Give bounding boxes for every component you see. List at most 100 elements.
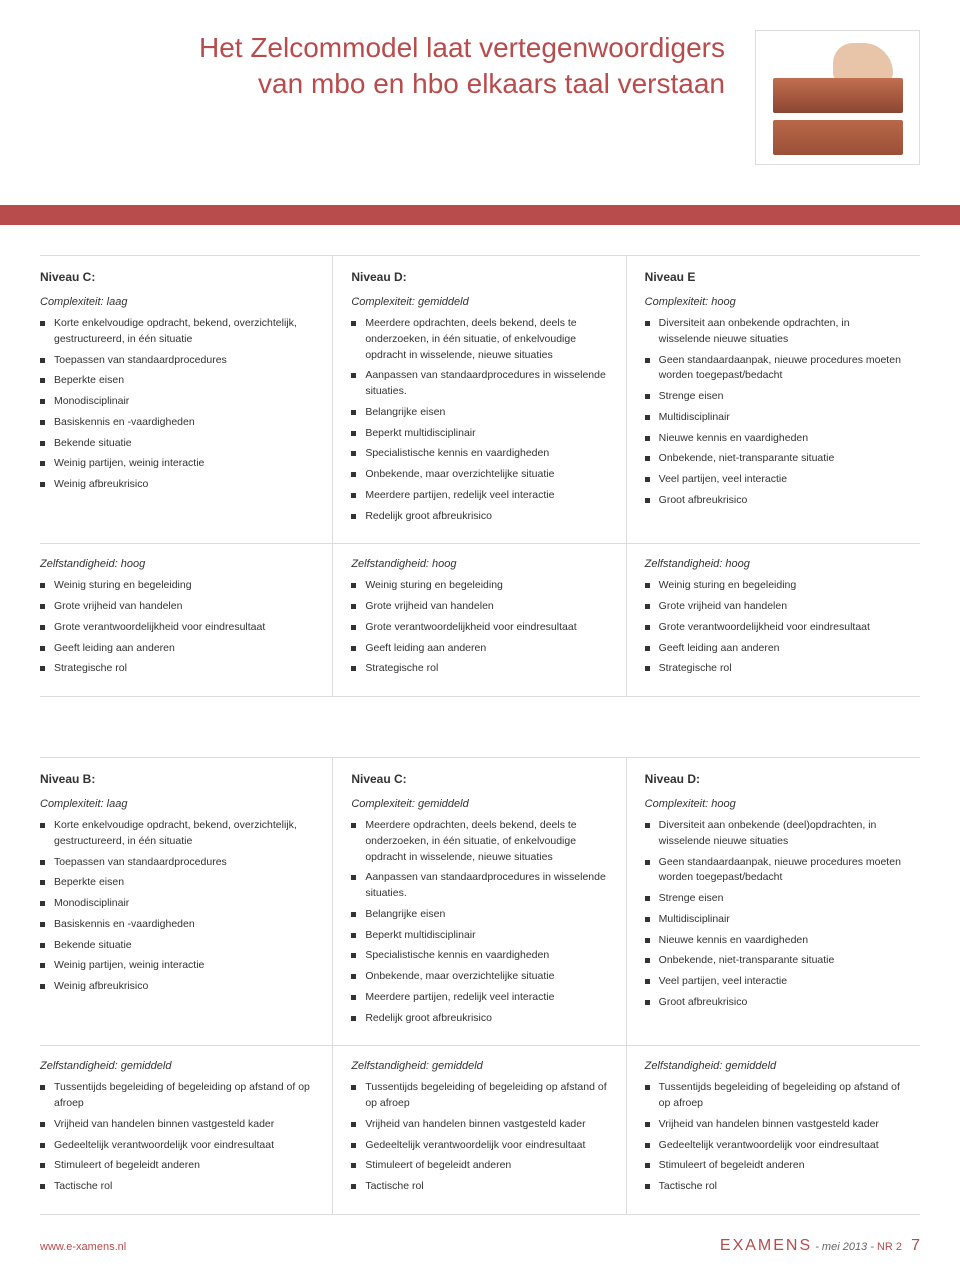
list-item: Aanpassen van standaardprocedures in wis… [351, 368, 607, 400]
bullet-list: Diversiteit aan onbekende (deel)opdracht… [645, 818, 902, 1011]
cell-c2: Niveau C: Complexiteit: gemiddeld Meerde… [333, 758, 626, 1045]
list-item: Stimuleert of begeleidt anderen [645, 1158, 902, 1174]
list-item: Aanpassen van standaardprocedures in wis… [351, 870, 607, 902]
bullet-list: Weinig sturing en begeleidingGrote vrijh… [645, 578, 902, 677]
complexity-label: Complexiteit: hoog [645, 798, 902, 810]
list-item: Nieuwe kennis en vaardigheden [645, 431, 902, 447]
col-header: Niveau C: [40, 270, 314, 284]
list-item: Strenge eisen [645, 891, 902, 907]
list-item: Specialistische kennis en vaardigheden [351, 446, 607, 462]
list-item: Weinig afbreukrisico [40, 477, 314, 493]
list-item: Strategische rol [40, 661, 314, 677]
list-item: Strenge eisen [645, 389, 902, 405]
complexity-label: Complexiteit: hoog [645, 296, 902, 308]
list-item: Tussentijds begeleiding of begeleiding o… [645, 1080, 902, 1112]
list-item: Weinig sturing en begeleiding [351, 578, 607, 594]
title-line-2: van mbo en hbo elkaars taal verstaan [258, 68, 725, 99]
list-item: Beperkte eisen [40, 875, 314, 891]
list-item: Tactische rol [351, 1179, 607, 1195]
bullet-list: Korte enkelvoudige opdracht, bekend, ove… [40, 316, 314, 493]
list-item: Grote vrijheid van handelen [40, 599, 314, 615]
matrix-1-row-2: Zelfstandigheid: hoog Weinig sturing en … [40, 544, 920, 697]
list-item: Korte enkelvoudige opdracht, bekend, ove… [40, 316, 314, 348]
title-block: Het Zelcommodel laat vertegenwoordigers … [40, 30, 755, 103]
footer-url: www.e-xamens.nl [40, 1241, 126, 1253]
list-item: Onbekende, maar overzichtelijke situatie [351, 467, 607, 483]
list-item: Redelijk groot afbreukrisico [351, 509, 607, 525]
list-item: Geen standaardaanpak, nieuwe procedures … [645, 855, 902, 887]
col-header: Niveau B: [40, 772, 314, 786]
complexity-label: Complexiteit: laag [40, 296, 314, 308]
list-item: Gedeeltelijk verantwoordelijk voor eindr… [40, 1138, 314, 1154]
list-item: Grote verantwoordelijkheid voor eindresu… [645, 620, 902, 636]
list-item: Beperkt multidisciplinair [351, 928, 607, 944]
bullet-list: Weinig sturing en begeleiding Grote vrijh… [351, 578, 607, 677]
col-header: Niveau C: [351, 772, 607, 786]
col-header: Niveau D: [351, 270, 607, 284]
list-item: Specialistische kennis en vaardigheden [351, 948, 607, 964]
list-item: Diversiteit aan onbekende opdrachten, in… [645, 316, 902, 348]
bullet-list: Korte enkelvoudige opdracht, bekend, ove… [40, 818, 314, 995]
header: Het Zelcommodel laat vertegenwoordigers … [40, 30, 920, 165]
list-item: Vrijheid van handelen binnen vastgesteld… [645, 1117, 902, 1133]
list-item: Geen standaardaanpak, nieuwe procedures … [645, 353, 902, 385]
bullet-list: Meerdere opdrachten, deels bekend, deels… [351, 818, 607, 1026]
zelfstandigheid-label: Zelfstandigheid: gemiddeld [351, 1060, 607, 1072]
cell-e-zelf: Zelfstandigheid: hoog Weinig sturing en … [627, 544, 920, 696]
cell-c: Niveau C: Complexiteit: laag Korte enkel… [40, 256, 333, 543]
list-item: Gedeeltelijk verantwoordelijk voor eindr… [645, 1138, 902, 1154]
hand-icon [833, 43, 893, 83]
page-title: Het Zelcommodel laat vertegenwoordigers … [40, 30, 755, 103]
bullet-list: Meerdere opdrachten, deels bekend, deels… [351, 316, 607, 524]
cell-b-zelf: Zelfstandigheid: gemiddeld Tussentijds b… [40, 1046, 333, 1214]
list-item: Onbekende, niet-transparante situatie [645, 451, 902, 467]
complexity-label: Complexiteit: gemiddeld [351, 798, 607, 810]
footer-issue: EXAMENS - mei 2013 - NR 2 7 [720, 1237, 920, 1255]
list-item: Meerdere opdrachten, deels bekend, deels… [351, 818, 607, 865]
spacer [40, 697, 920, 757]
list-item: Weinig partijen, weinig interactie [40, 958, 314, 974]
title-line-1: Het Zelcommodel laat vertegenwoordigers [199, 32, 725, 63]
list-item: Strategische rol [351, 661, 607, 677]
bullet-list: Tussentijds begeleiding of begeleiding o… [40, 1080, 314, 1195]
footer-magazine: EXAMENS [720, 1237, 812, 1254]
list-item: Diversiteit aan onbekende (deel)opdracht… [645, 818, 902, 850]
list-item: Basiskennis en -vaardigheden [40, 415, 314, 431]
footer: www.e-xamens.nl EXAMENS - mei 2013 - NR … [40, 1237, 920, 1255]
list-item: Toepassen van standaardprocedures [40, 855, 314, 871]
list-item: Weinig sturing en begeleiding [40, 578, 314, 594]
list-item: Tactische rol [645, 1179, 902, 1195]
list-item: Beperkt multidisciplinair [351, 426, 607, 442]
list-item: Monodisciplinair [40, 394, 314, 410]
footer-date: - mei 2013 - [815, 1241, 874, 1253]
col-header: Niveau D: [645, 772, 902, 786]
list-item: Onbekende, niet-transparante situatie [645, 953, 902, 969]
cell-d2-zelf: Zelfstandigheid: gemiddeld Tussentijds b… [627, 1046, 920, 1214]
list-item: Veel partijen, veel interactie [645, 472, 902, 488]
zelfstandigheid-label: Zelfstandigheid: gemiddeld [645, 1060, 902, 1072]
list-item: Multidisciplinair [645, 410, 902, 426]
list-item: Korte enkelvoudige opdracht, bekend, ove… [40, 818, 314, 850]
bullet-list: Tussentijds begeleiding of begeleiding o… [645, 1080, 902, 1195]
list-item: Meerdere partijen, redelijk veel interac… [351, 488, 607, 504]
list-item: Groot afbreukrisico [645, 493, 902, 509]
cell-d2: Niveau D: Complexiteit: hoog Diversiteit… [627, 758, 920, 1045]
list-item: Meerdere partijen, redelijk veel interac… [351, 990, 607, 1006]
list-item: Tussentijds begeleiding of begeleiding o… [351, 1080, 607, 1112]
brick-shape [773, 78, 903, 113]
list-item: Grote verantwoordelijkheid voor eindresu… [351, 620, 607, 636]
cell-b: Niveau B: Complexiteit: laag Korte enkel… [40, 758, 333, 1045]
cell-c-zelf: Zelfstandigheid: hoog Weinig sturing en … [40, 544, 333, 696]
list-item: Nieuwe kennis en vaardigheden [645, 933, 902, 949]
list-item: Belangrijke eisen [351, 405, 607, 421]
list-item: Monodisciplinair [40, 896, 314, 912]
list-item: Vrijheid van handelen binnen vastgesteld… [40, 1117, 314, 1133]
list-item: Weinig afbreukrisico [40, 979, 314, 995]
cell-d: Niveau D: Complexiteit: gemiddeld Meerde… [333, 256, 626, 543]
matrix-1-row-1: Niveau C: Complexiteit: laag Korte enkel… [40, 255, 920, 544]
list-item: Basiskennis en -vaardigheden [40, 917, 314, 933]
matrix-2-row-2: Zelfstandigheid: gemiddeld Tussentijds b… [40, 1046, 920, 1215]
footer-issue-nr: NR 2 [877, 1241, 902, 1253]
list-item: Grote vrijheid van handelen [351, 599, 607, 615]
list-item: Geeft leiding aan anderen [40, 641, 314, 657]
